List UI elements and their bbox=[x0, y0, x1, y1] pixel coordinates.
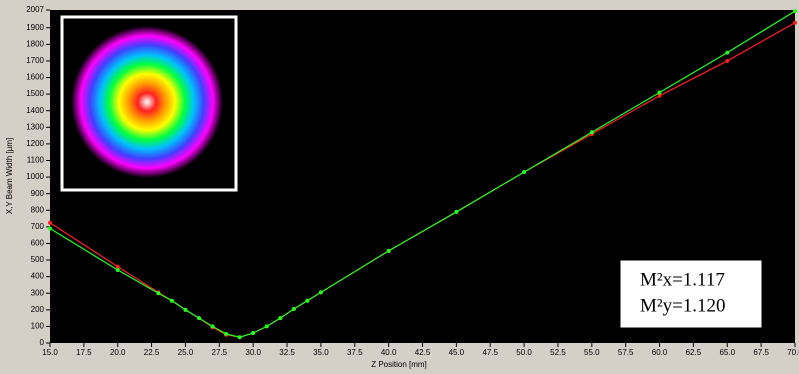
y-tick-label: 0 bbox=[40, 338, 45, 347]
data-point bbox=[116, 268, 120, 272]
y-tick-label: 1200 bbox=[26, 139, 44, 148]
annotation: M²x=1.117 bbox=[640, 269, 725, 290]
page: {"chart_data": {"type": "line", "xlabel"… bbox=[0, 0, 799, 374]
data-point bbox=[265, 324, 269, 328]
x-tick-label: 27.5 bbox=[212, 348, 228, 357]
data-point bbox=[590, 130, 594, 134]
y-tick-label: 800 bbox=[31, 205, 45, 214]
y-tick-label: 1100 bbox=[27, 156, 45, 165]
data-point bbox=[305, 299, 309, 303]
beam-profile bbox=[71, 26, 223, 178]
x-tick-label: 37.5 bbox=[347, 348, 363, 357]
data-point bbox=[522, 170, 526, 174]
x-tick-label: 55.0 bbox=[584, 348, 600, 357]
data-point bbox=[725, 51, 729, 55]
data-point bbox=[454, 210, 458, 214]
y-tick-label: 1500 bbox=[26, 89, 44, 98]
x-tick-label: 50.0 bbox=[516, 348, 532, 357]
x-tick-label: 35.0 bbox=[313, 348, 329, 357]
data-point bbox=[658, 90, 662, 94]
data-point bbox=[211, 324, 215, 328]
data-point bbox=[319, 290, 323, 294]
y-axis-title: X,Y Beam Width [µm] bbox=[5, 138, 14, 214]
x-tick-label: 17.5 bbox=[76, 348, 92, 357]
x-tick-label: 40.0 bbox=[381, 348, 397, 357]
data-point bbox=[238, 335, 242, 339]
data-point bbox=[793, 21, 797, 25]
y-tick-label: 500 bbox=[31, 255, 45, 264]
data-point bbox=[278, 316, 282, 320]
y-tick-label: 1800 bbox=[26, 39, 44, 48]
data-point bbox=[725, 59, 729, 63]
y-tick-label: 200 bbox=[31, 305, 45, 314]
x-tick-label: 25.0 bbox=[178, 348, 194, 357]
data-point bbox=[48, 227, 52, 231]
y-tick-label: 1900 bbox=[26, 23, 44, 32]
data-point bbox=[387, 249, 391, 253]
chart: Z Position [mm] X,Y Beam Width [µm] M²x=… bbox=[0, 0, 799, 374]
y-tick-label: 600 bbox=[31, 239, 45, 248]
x-tick-label: 42.5 bbox=[415, 348, 431, 357]
x-tick-label: 62.5 bbox=[686, 348, 702, 357]
y-tick-label: 1300 bbox=[26, 122, 44, 131]
x-tick-label: 60.0 bbox=[652, 348, 668, 357]
x-tick-label: 70.0 bbox=[787, 348, 799, 357]
x-tick-label: 52.5 bbox=[550, 348, 566, 357]
x-tick-label: 65.0 bbox=[719, 348, 735, 357]
data-point bbox=[197, 316, 201, 320]
data-point bbox=[156, 291, 160, 295]
y-tick-label: 1000 bbox=[26, 172, 44, 181]
data-point bbox=[251, 331, 255, 335]
data-point bbox=[183, 308, 187, 312]
x-tick-label: 57.5 bbox=[618, 348, 634, 357]
x-tick-label: 22.5 bbox=[144, 348, 160, 357]
x-tick-label: 45.0 bbox=[449, 348, 465, 357]
x-tick-label: 67.5 bbox=[753, 348, 769, 357]
y-tick-label: 300 bbox=[31, 288, 45, 297]
x-tick-label: 32.5 bbox=[279, 348, 295, 357]
y-tick-label: 100 bbox=[31, 322, 45, 331]
annotation: M²y=1.120 bbox=[640, 295, 726, 316]
y-tick-label: 1600 bbox=[26, 73, 44, 82]
data-point bbox=[292, 307, 296, 311]
x-tick-label: 30.0 bbox=[245, 348, 261, 357]
y-tick-label: 1700 bbox=[26, 56, 44, 65]
data-point bbox=[48, 221, 52, 225]
y-tick-label: 1400 bbox=[26, 106, 44, 115]
x-tick-label: 47.5 bbox=[482, 348, 498, 357]
x-axis-title: Z Position [mm] bbox=[371, 360, 427, 369]
x-tick-label: 15.0 bbox=[42, 348, 58, 357]
y-tick-label: 2007 bbox=[26, 5, 44, 14]
data-point bbox=[170, 299, 174, 303]
y-tick-label: 400 bbox=[31, 272, 45, 281]
x-tick-label: 20.0 bbox=[110, 348, 126, 357]
data-point bbox=[793, 9, 797, 13]
y-tick-label: 900 bbox=[31, 189, 45, 198]
y-tick-label: 700 bbox=[31, 222, 45, 231]
data-point bbox=[224, 332, 228, 336]
